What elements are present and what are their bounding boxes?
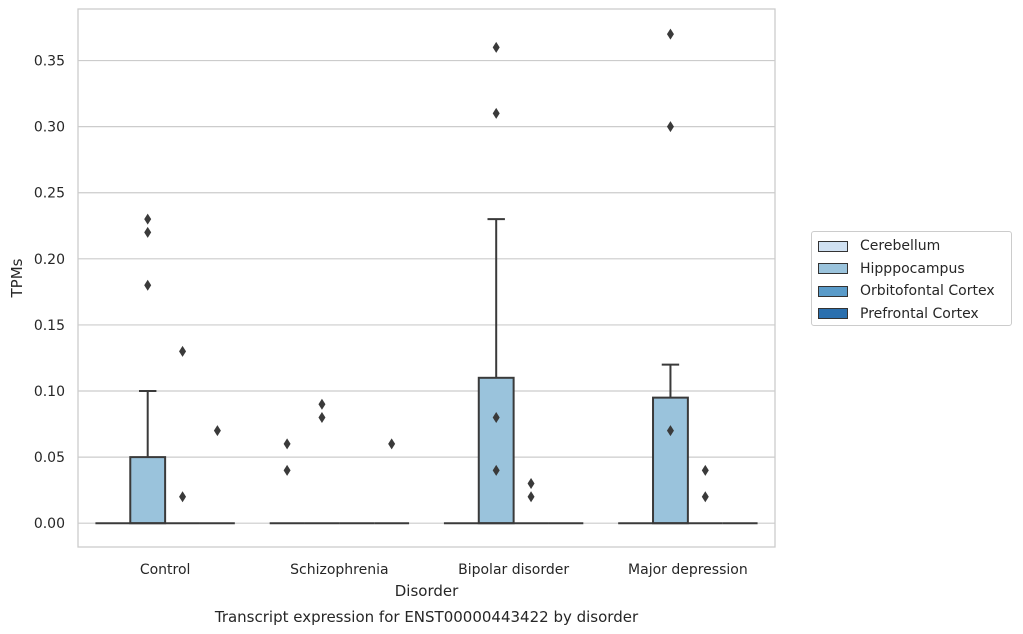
outlier-point	[144, 279, 152, 291]
legend-label: Prefrontal Cortex	[860, 305, 979, 322]
legend-label: Cerebellum	[860, 238, 941, 255]
y-tick-label: 0.25	[34, 186, 65, 202]
x-tick-labels: Control Schizophrenia Bipolar disorder Majo…	[140, 562, 748, 578]
y-tick-label: 0.15	[34, 318, 65, 334]
legend-label: Orbitofontal Cortex	[860, 283, 995, 300]
legend-swatch-cerebellum	[818, 240, 848, 252]
outlier-point	[666, 28, 674, 40]
outlier-point	[179, 491, 187, 503]
y-tick-label: 0.05	[34, 450, 65, 466]
outlier-point	[492, 41, 500, 53]
x-tick-label: Control	[140, 562, 191, 578]
y-tick-label: 0.20	[34, 252, 65, 268]
grid-lines	[78, 59, 775, 524]
outlier-point	[179, 345, 187, 357]
y-tick-label: 0.00	[34, 516, 65, 532]
legend-item-cerebellum: Cerebellum	[818, 235, 1011, 258]
x-tick-label: Major depression	[628, 562, 748, 578]
chart-caption: Transcript expression for ENST0000044342…	[214, 608, 639, 626]
outlier-point	[283, 464, 291, 476]
outlier-point	[492, 107, 500, 119]
outlier-point	[144, 213, 152, 225]
outlier-point	[701, 491, 709, 503]
x-axis-title: Disorder	[395, 582, 459, 600]
outlier-point	[318, 411, 326, 423]
outlier-point	[527, 491, 535, 503]
plot-frame	[77, 8, 776, 548]
outlier-point	[666, 425, 674, 437]
outlier-point	[492, 411, 500, 423]
y-axis-title: TPMs	[8, 258, 26, 298]
y-tick-label: 0.10	[34, 384, 65, 400]
plot-marks	[95, 28, 758, 525]
outlier-point	[388, 438, 396, 450]
outlier-point	[701, 464, 709, 476]
legend-item-orbitofrontal-cortex: Orbitofontal Cortex	[818, 280, 1011, 303]
x-tick-label: Schizophrenia	[290, 562, 388, 578]
outlier-point	[492, 464, 500, 476]
y-tick-label: 0.35	[34, 54, 65, 70]
box	[477, 376, 515, 525]
y-tick-label: 0.30	[34, 120, 65, 136]
box	[652, 396, 689, 525]
legend-item-prefrontal-cortex: Prefrontal Cortex	[818, 303, 1011, 326]
box	[129, 456, 167, 525]
x-tick-label: Bipolar disorder	[458, 562, 569, 578]
outlier-point	[213, 425, 221, 437]
legend-swatch-hippocampus	[818, 263, 848, 275]
legend-label: Hipppocampus	[860, 260, 965, 277]
legend-swatch-prefrontal-cortex	[818, 308, 848, 320]
outlier-point	[666, 121, 674, 133]
outlier-point	[283, 438, 291, 450]
outlier-point	[527, 478, 535, 490]
y-tick-labels: 0.00 0.05 0.10 0.15 0.20 0.25 0.30 0.35	[34, 54, 65, 533]
legend: Cerebellum Hipppocampus Orbitofontal Cor…	[811, 231, 1012, 326]
outlier-point	[318, 398, 326, 410]
outlier-point	[144, 226, 152, 238]
legend-swatch-orbitofrontal-cortex	[818, 285, 848, 297]
legend-item-hippocampus: Hipppocampus	[818, 258, 1011, 281]
